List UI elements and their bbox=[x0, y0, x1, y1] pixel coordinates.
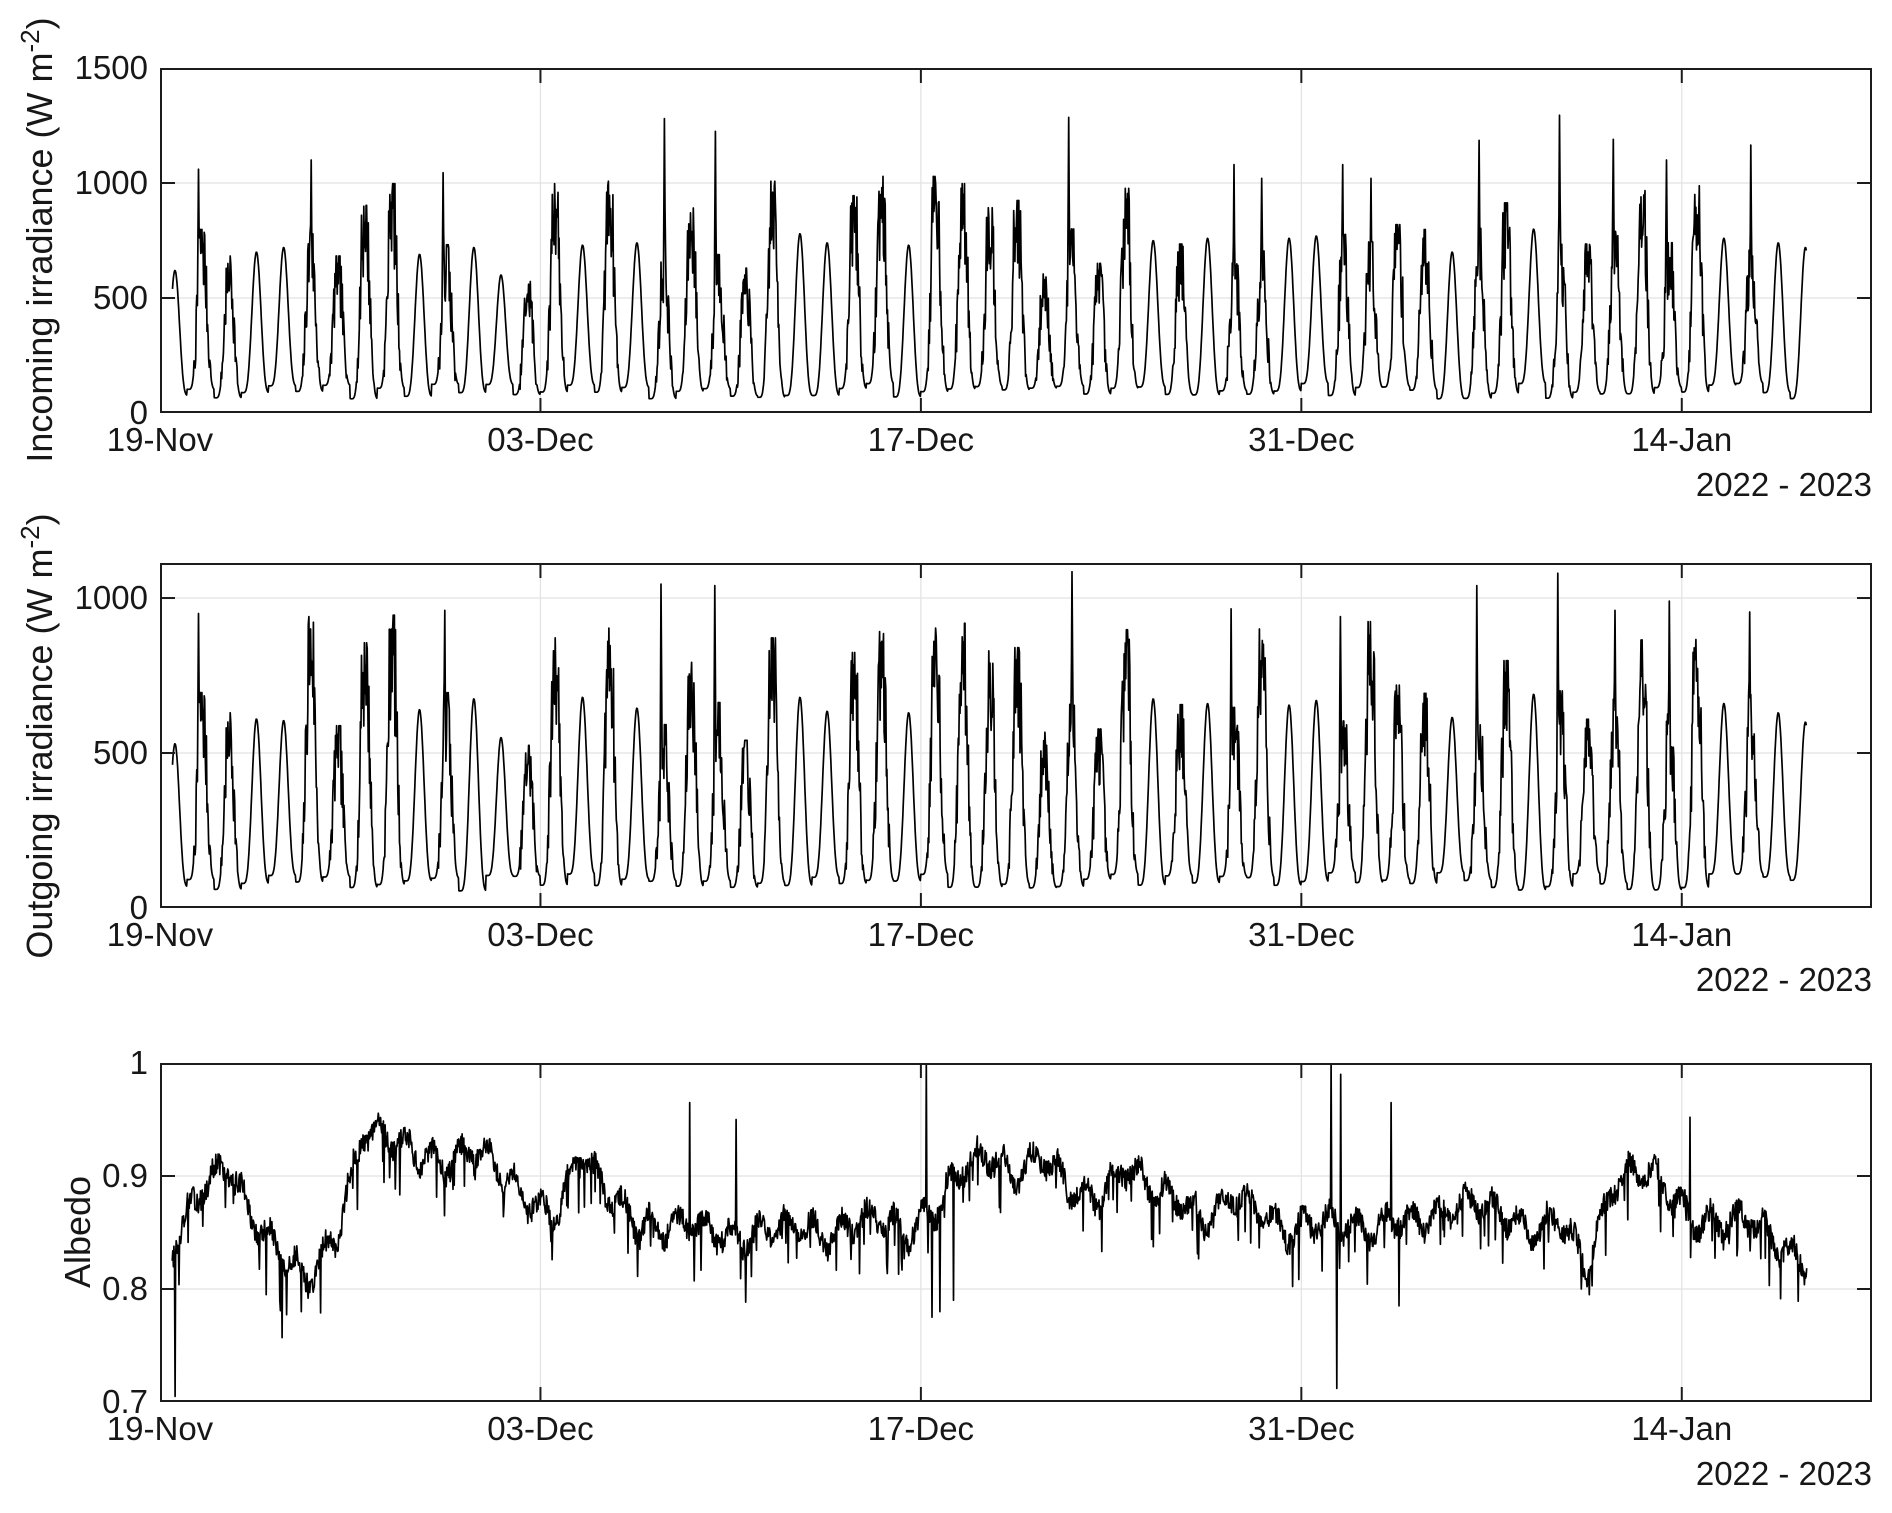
albedo-x-tick-label: 19-Nov bbox=[106, 1410, 214, 1447]
albedo-y-tick-labels: 0.7 0.8 0.9 1 bbox=[0, 1044, 148, 1420]
albedo-x-tick-labels: 19-Nov 03-Dec 17-Dec 31-Dec 14-Jan bbox=[107, 1410, 1872, 1450]
incoming-x-axis-year-label: 2022 - 2023 bbox=[1695, 466, 1872, 503]
albedo-chart bbox=[160, 1063, 1872, 1402]
outgoing-x-axis-year-label: 2022 - 2023 bbox=[1695, 961, 1872, 998]
incoming-irradiance-chart bbox=[160, 68, 1872, 413]
incoming-irradiance-x-tick-label: 19-Nov bbox=[106, 421, 214, 458]
incoming-y-tick-labels: 0 500 1000 1500 bbox=[0, 49, 148, 431]
albedo-x-tick-label: 17-Dec bbox=[867, 1410, 975, 1447]
incoming-y-axis-label-close: ) bbox=[19, 17, 60, 30]
albedo-series-line bbox=[171, 1063, 1808, 1398]
outgoing-irradiance-x-tick-label: 31-Dec bbox=[1248, 916, 1355, 953]
incoming-irradiance-x-tick-label: 03-Dec bbox=[487, 421, 594, 458]
outgoing-irradiance-chart bbox=[160, 563, 1872, 908]
incoming-irradiance-axis-box bbox=[160, 68, 1872, 413]
outgoing-y-tick-labels: 0 500 1000 bbox=[0, 563, 148, 926]
outgoing-y-axis-label-exponent: -2 bbox=[15, 525, 45, 549]
outgoing-irradiance-y-tick-label: 1000 bbox=[74, 579, 148, 617]
outgoing-irradiance-x-tick-label: 19-Nov bbox=[106, 916, 214, 953]
outgoing-irradiance-x-tick-label: 03-Dec bbox=[487, 916, 594, 953]
outgoing-y-axis-label-close: ) bbox=[19, 513, 60, 526]
incoming-irradiance-series-line bbox=[171, 114, 1808, 400]
incoming-irradiance-x-tick-label: 14-Jan bbox=[1631, 421, 1733, 458]
outgoing-irradiance-x-tick-label: 17-Dec bbox=[867, 916, 975, 953]
albedo-y-tick-label: 0.7 bbox=[102, 1383, 148, 1420]
incoming-irradiance-y-tick-label: 0 bbox=[129, 394, 148, 431]
incoming-irradiance-y-tick-label: 1000 bbox=[74, 164, 148, 201]
outgoing-irradiance-series-line bbox=[171, 570, 1808, 892]
outgoing-irradiance-y-tick-label: 500 bbox=[92, 734, 148, 771]
incoming-x-tick-labels: 19-Nov 03-Dec 17-Dec 31-Dec 14-Jan bbox=[107, 421, 1872, 461]
albedo-axis-box bbox=[160, 1063, 1872, 1402]
outgoing-x-tick-labels: 19-Nov 03-Dec 17-Dec 31-Dec 14-Jan bbox=[107, 916, 1872, 956]
incoming-irradiance-x-tick-label: 31-Dec bbox=[1248, 421, 1355, 458]
incoming-y-axis-label-exponent: -2 bbox=[15, 29, 45, 53]
albedo-y-tick-label: 0.9 bbox=[102, 1157, 148, 1194]
albedo-x-tick-label: 03-Dec bbox=[487, 1410, 594, 1447]
outgoing-irradiance-axis-box bbox=[160, 563, 1872, 908]
albedo-y-tick-label: 1 bbox=[129, 1044, 148, 1081]
outgoing-irradiance-x-tick-label: 14-Jan bbox=[1631, 916, 1733, 953]
albedo-y-tick-label: 0.8 bbox=[102, 1270, 148, 1307]
incoming-irradiance-x-tick-label: 17-Dec bbox=[867, 421, 975, 458]
outgoing-irradiance-y-tick-label: 0 bbox=[129, 889, 148, 926]
incoming-irradiance-y-tick-label: 500 bbox=[92, 279, 148, 316]
albedo-x-tick-label: 31-Dec bbox=[1248, 1410, 1355, 1447]
albedo-x-axis-year-label: 2022 - 2023 bbox=[1695, 1455, 1872, 1492]
incoming-irradiance-y-tick-label: 1500 bbox=[74, 49, 148, 86]
albedo-x-tick-label: 14-Jan bbox=[1631, 1410, 1733, 1447]
